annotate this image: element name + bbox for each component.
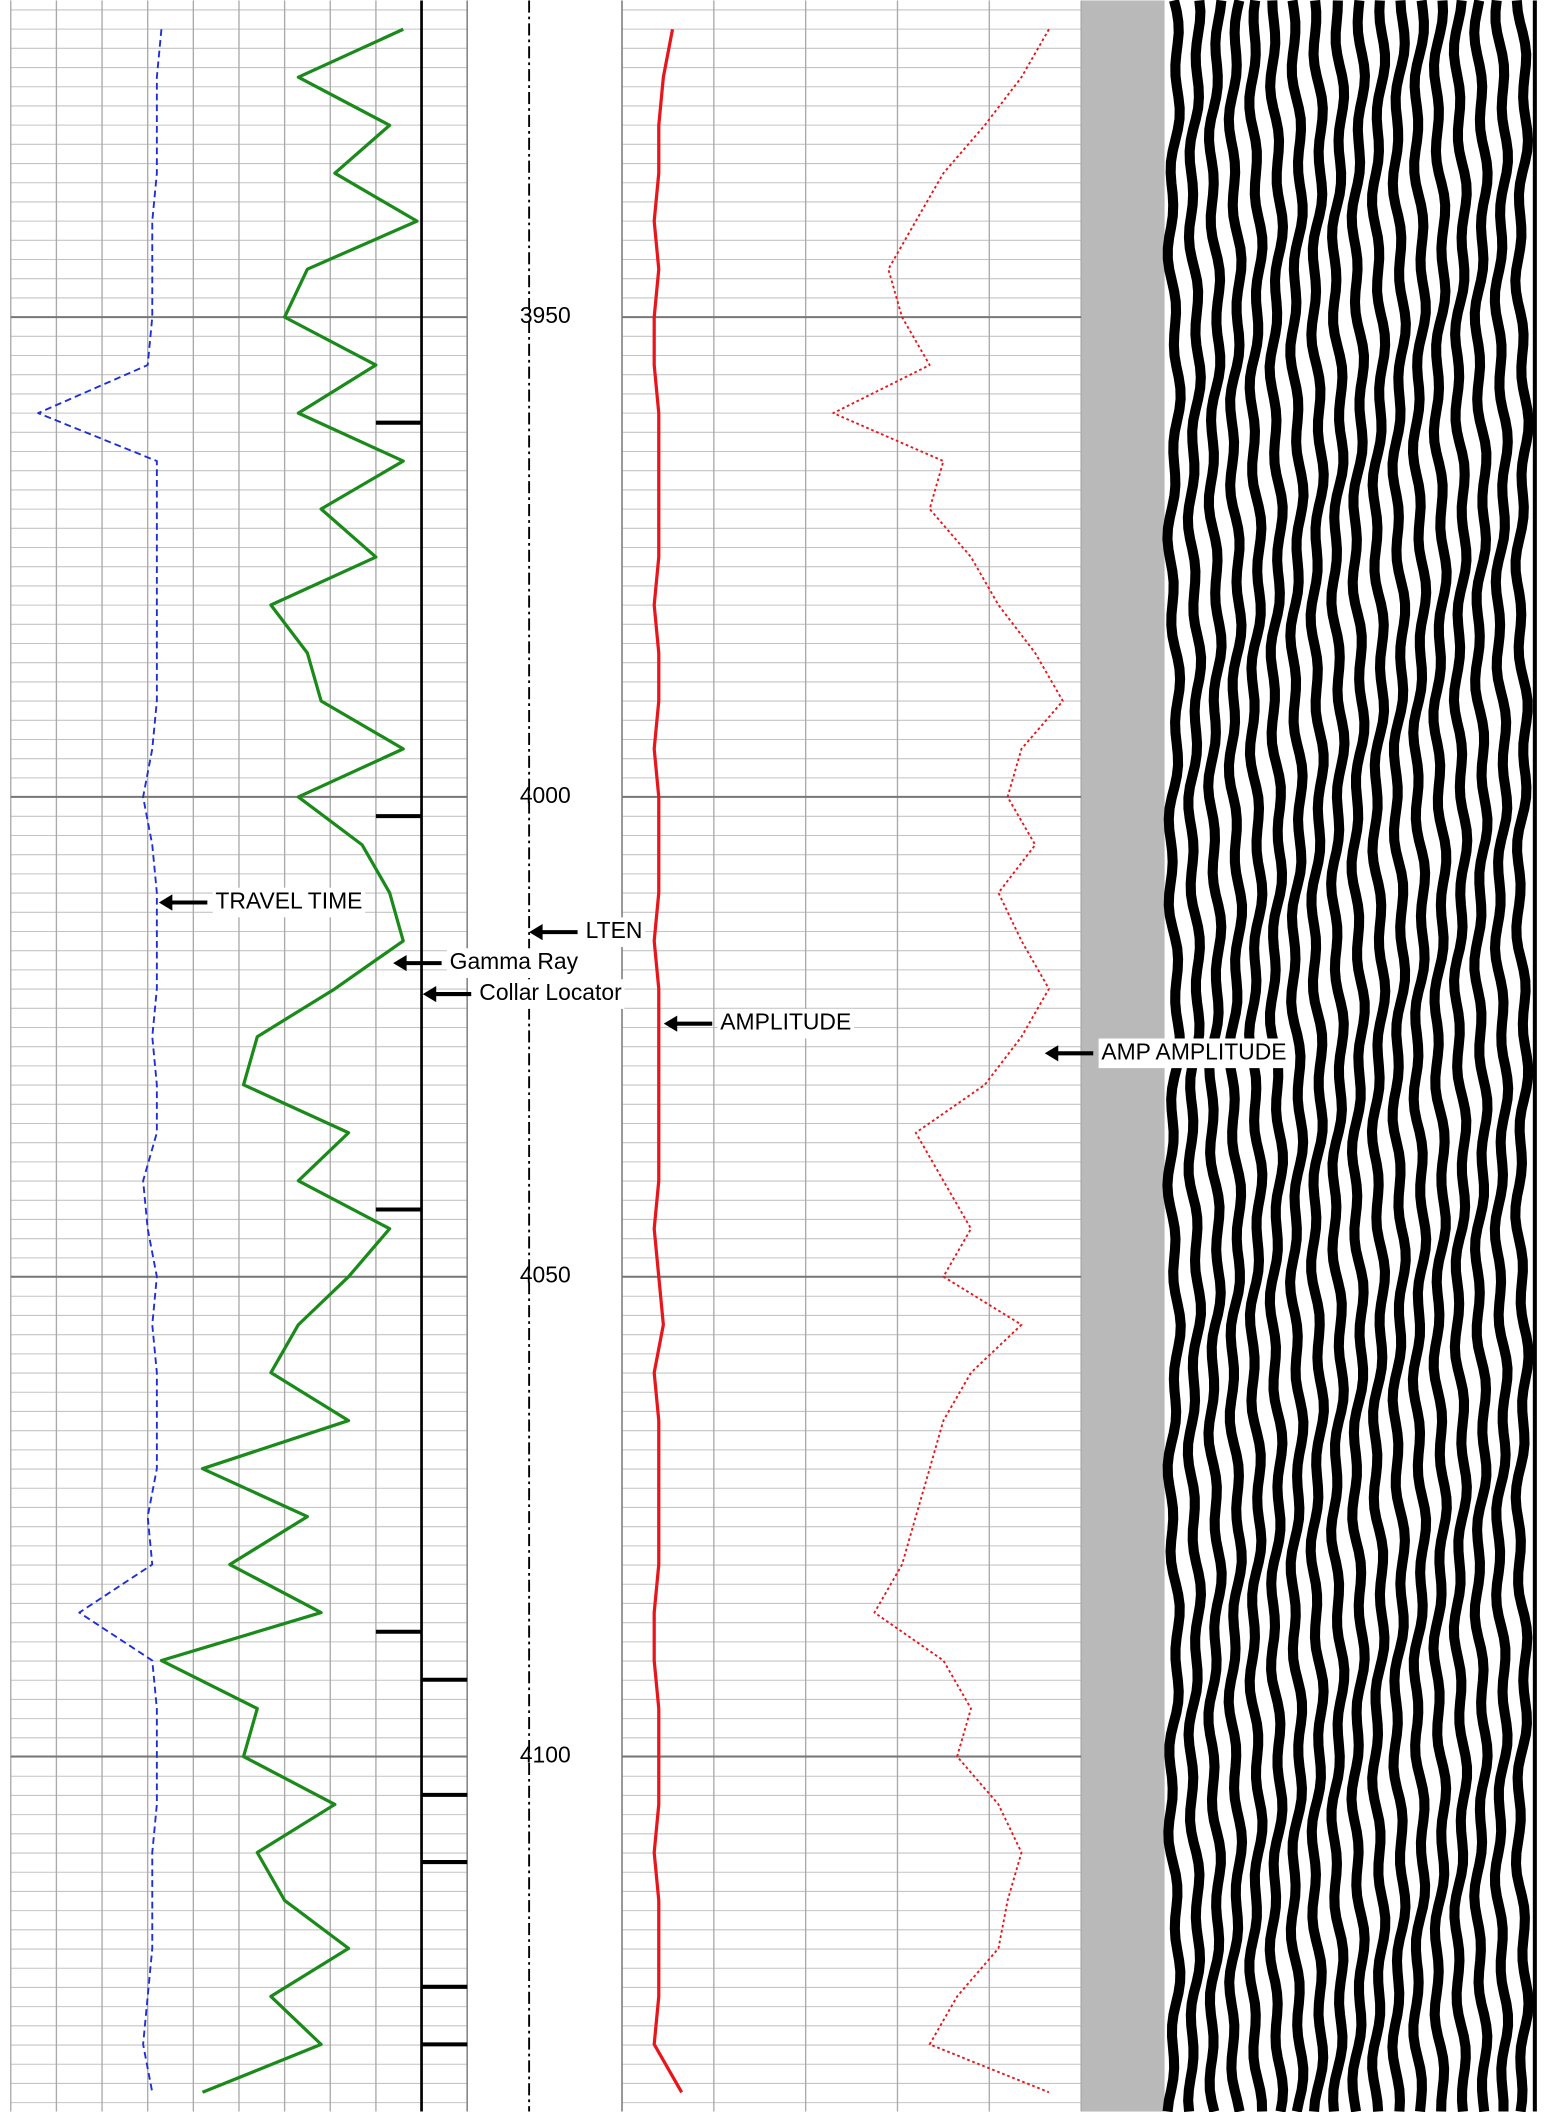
curve-label: TRAVEL TIME [215, 888, 362, 914]
label-background [476, 979, 625, 1009]
label-arrowhead [1044, 1045, 1059, 1062]
vdl-stripe [1407, 0, 1432, 2113]
label-background [717, 1008, 854, 1039]
curve-label: Collar Locator [479, 979, 622, 1005]
depth-label: 4000 [520, 782, 571, 808]
depth-label: 4100 [520, 1742, 571, 1768]
label-arrowhead [529, 924, 543, 941]
vdl-stripe [1285, 0, 1309, 2113]
vdl-stripe [1510, 0, 1534, 2113]
vdl-stripe [1448, 0, 1473, 2112]
label-background [212, 887, 366, 918]
label-background [446, 948, 581, 978]
label-arrowhead [158, 894, 173, 911]
vdl-stripe [1489, 0, 1514, 2112]
label-background [582, 917, 646, 947]
label-arrowhead [422, 985, 437, 1003]
label-arrowhead [393, 955, 407, 972]
vdl-stripe [1428, 0, 1452, 2112]
vdl-stripe [1469, 0, 1493, 2113]
curve [652, 28, 684, 2094]
curve-label: Gamma Ray [450, 948, 579, 974]
vdl-image [1162, 0, 1537, 2113]
vdl-stripe [1346, 0, 1370, 2113]
curve-label: AMPLITUDE [720, 1009, 851, 1035]
vdl-stripe [1326, 0, 1350, 2112]
vdl-stripe [1366, 0, 1391, 2112]
vdl-stripe [1305, 0, 1329, 2112]
curve-label: LTEN [586, 917, 643, 943]
depth-label: 4050 [520, 1262, 571, 1288]
curve [159, 27, 419, 2094]
vdl-stripe [1387, 0, 1411, 2112]
depth-label: 3950 [520, 302, 571, 328]
label-background [1098, 1038, 1290, 1069]
curve-label: AMP AMPLITUDE [1101, 1038, 1286, 1064]
label-arrowhead [663, 1015, 678, 1032]
curve [37, 29, 163, 2093]
